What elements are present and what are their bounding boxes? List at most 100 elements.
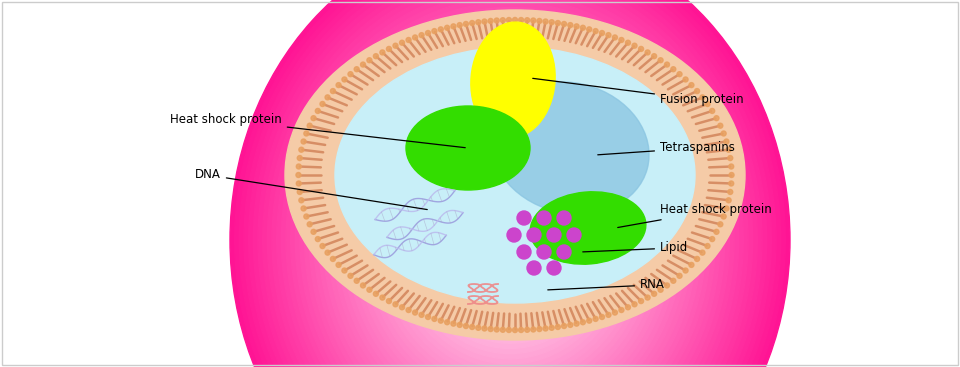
- Ellipse shape: [298, 189, 302, 195]
- Ellipse shape: [328, 39, 692, 367]
- Ellipse shape: [513, 327, 517, 333]
- Ellipse shape: [494, 327, 499, 332]
- Ellipse shape: [379, 95, 640, 367]
- Ellipse shape: [380, 50, 385, 55]
- Ellipse shape: [398, 116, 622, 364]
- Ellipse shape: [700, 95, 705, 100]
- Ellipse shape: [263, 0, 757, 367]
- Ellipse shape: [500, 327, 505, 332]
- Ellipse shape: [301, 206, 306, 211]
- Ellipse shape: [389, 106, 632, 367]
- Ellipse shape: [431, 152, 589, 328]
- Ellipse shape: [320, 102, 325, 106]
- Ellipse shape: [482, 19, 487, 24]
- Ellipse shape: [296, 2, 725, 367]
- Ellipse shape: [729, 164, 733, 169]
- Circle shape: [517, 245, 531, 259]
- Ellipse shape: [291, 0, 730, 367]
- Ellipse shape: [537, 18, 541, 23]
- Ellipse shape: [370, 85, 650, 367]
- Ellipse shape: [638, 299, 643, 304]
- Ellipse shape: [387, 299, 392, 304]
- Ellipse shape: [425, 315, 430, 320]
- Ellipse shape: [367, 58, 372, 63]
- Ellipse shape: [300, 7, 720, 367]
- Ellipse shape: [354, 278, 359, 283]
- Ellipse shape: [267, 0, 753, 367]
- Text: DNA: DNA: [195, 168, 427, 210]
- Ellipse shape: [286, 0, 734, 367]
- Ellipse shape: [330, 257, 335, 261]
- Ellipse shape: [530, 192, 646, 264]
- Ellipse shape: [709, 237, 714, 241]
- Ellipse shape: [444, 25, 449, 30]
- Ellipse shape: [444, 168, 575, 312]
- Ellipse shape: [488, 18, 493, 23]
- Ellipse shape: [356, 69, 664, 367]
- Ellipse shape: [671, 67, 676, 72]
- Ellipse shape: [612, 35, 617, 40]
- Circle shape: [557, 211, 571, 225]
- Ellipse shape: [311, 229, 316, 234]
- Ellipse shape: [729, 172, 734, 178]
- Ellipse shape: [726, 147, 732, 152]
- Ellipse shape: [230, 0, 790, 367]
- Ellipse shape: [249, 0, 771, 367]
- Ellipse shape: [729, 181, 733, 186]
- Ellipse shape: [714, 229, 719, 234]
- Ellipse shape: [659, 287, 663, 292]
- Ellipse shape: [619, 37, 624, 43]
- Ellipse shape: [721, 131, 726, 136]
- Ellipse shape: [562, 22, 566, 26]
- Ellipse shape: [488, 327, 493, 331]
- Ellipse shape: [444, 320, 449, 325]
- Text: Heat shock protein: Heat shock protein: [170, 113, 466, 148]
- Ellipse shape: [336, 83, 341, 88]
- Ellipse shape: [652, 291, 657, 296]
- Ellipse shape: [319, 28, 702, 367]
- Ellipse shape: [581, 25, 586, 30]
- Ellipse shape: [549, 325, 554, 330]
- Ellipse shape: [587, 318, 591, 323]
- Ellipse shape: [337, 49, 683, 367]
- Ellipse shape: [487, 214, 534, 266]
- Ellipse shape: [638, 47, 643, 51]
- Ellipse shape: [402, 121, 617, 359]
- Ellipse shape: [562, 324, 566, 328]
- Ellipse shape: [518, 18, 523, 22]
- Ellipse shape: [420, 33, 424, 38]
- Ellipse shape: [500, 18, 505, 23]
- Ellipse shape: [315, 237, 321, 241]
- Ellipse shape: [420, 312, 424, 317]
- Ellipse shape: [374, 90, 645, 367]
- Ellipse shape: [718, 123, 723, 128]
- Ellipse shape: [659, 58, 663, 63]
- Ellipse shape: [304, 131, 309, 136]
- Ellipse shape: [728, 156, 732, 160]
- Ellipse shape: [593, 29, 598, 34]
- Ellipse shape: [492, 219, 529, 261]
- Ellipse shape: [435, 157, 585, 323]
- Ellipse shape: [454, 178, 566, 302]
- Ellipse shape: [304, 214, 309, 219]
- Ellipse shape: [330, 88, 335, 94]
- Ellipse shape: [671, 278, 676, 283]
- Ellipse shape: [406, 37, 411, 43]
- Ellipse shape: [724, 206, 729, 211]
- Ellipse shape: [244, 0, 776, 367]
- Ellipse shape: [689, 83, 694, 88]
- Ellipse shape: [705, 244, 710, 248]
- Ellipse shape: [361, 62, 366, 67]
- Ellipse shape: [469, 324, 474, 330]
- Ellipse shape: [543, 326, 548, 331]
- Ellipse shape: [425, 30, 430, 36]
- Ellipse shape: [426, 147, 594, 333]
- Ellipse shape: [619, 308, 624, 313]
- Ellipse shape: [599, 30, 605, 36]
- Ellipse shape: [574, 24, 579, 29]
- Ellipse shape: [695, 257, 700, 261]
- Circle shape: [527, 261, 541, 275]
- Ellipse shape: [464, 324, 468, 328]
- Ellipse shape: [361, 283, 366, 288]
- Circle shape: [557, 245, 571, 259]
